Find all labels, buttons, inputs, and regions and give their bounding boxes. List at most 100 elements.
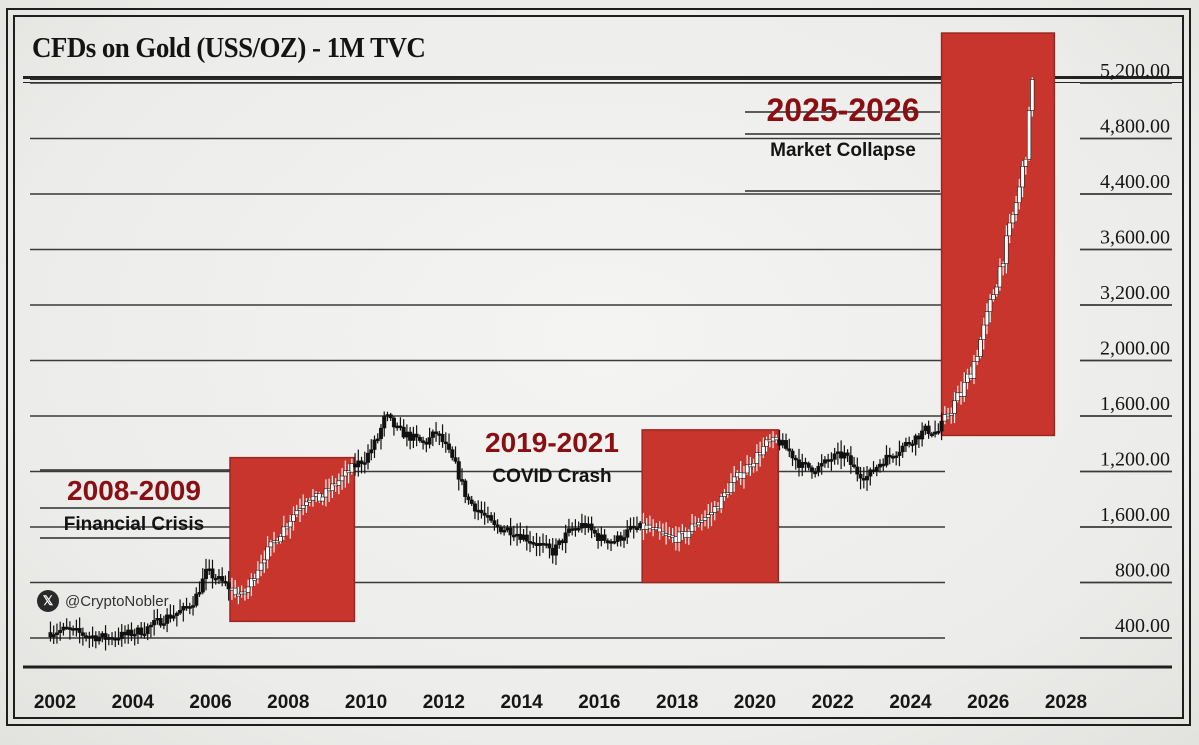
x-tick-label: 2004: [112, 692, 155, 713]
candle-body: [450, 449, 455, 458]
candle-body: [774, 437, 779, 441]
candle-body: [813, 471, 818, 475]
candle-body: [323, 488, 328, 498]
candle-body: [832, 453, 837, 460]
x-axis: 2002 2004 2006 2008 2010 2012 2014 2016 2018 2020…: [23, 665, 1172, 713]
candle-body: [119, 631, 124, 640]
y-tick-label: 1,600.00: [1100, 504, 1170, 526]
candle-body: [712, 506, 717, 513]
x-tick-label: 2014: [500, 692, 543, 713]
candle-body: [689, 523, 695, 532]
candle-body: [291, 514, 296, 522]
candle-body: [265, 546, 270, 561]
candle-body: [709, 512, 714, 515]
candle-body: [492, 520, 497, 525]
candle-body: [459, 479, 464, 482]
candle-body: [145, 626, 150, 635]
candle-body: [443, 441, 448, 445]
candle-body: [800, 461, 805, 468]
candle-body: [51, 634, 56, 638]
candle-body: [926, 425, 931, 435]
candle-body: [388, 414, 393, 419]
candle-body: [920, 430, 925, 440]
candle-body: [1023, 158, 1028, 167]
y-tick-label: 2,000.00: [1100, 338, 1170, 360]
y-tick-label: 3,600.00: [1100, 227, 1170, 249]
candle-body: [657, 527, 662, 533]
candle-body: [719, 496, 724, 510]
candle-body: [622, 537, 627, 541]
candle-body: [764, 439, 769, 447]
x-logo-icon: 𝕏: [37, 590, 59, 612]
candle-body: [686, 531, 691, 538]
candle-body: [349, 463, 354, 473]
candle-body: [706, 514, 711, 518]
candle-body: [1026, 110, 1032, 160]
candle-body: [1004, 235, 1009, 264]
candle-body: [132, 633, 137, 637]
candle-body: [1010, 213, 1015, 224]
candle-body: [793, 457, 798, 461]
candle-body: [372, 439, 377, 450]
candle-body: [589, 523, 594, 531]
candle-body: [258, 562, 264, 571]
y-tick-label: 1,200.00: [1100, 449, 1170, 471]
x-tick-label: 2026: [967, 692, 1009, 713]
candle-body: [307, 499, 312, 503]
chart-title: CFDs on Gold (USS/OZ) - 1M TVC: [32, 32, 426, 64]
candle-body: [469, 499, 474, 504]
candle-body: [887, 454, 892, 458]
grid-lines: [30, 78, 945, 639]
candle-body: [754, 452, 759, 464]
candle-body: [955, 392, 960, 402]
x-tick-label: 2018: [656, 692, 698, 713]
x-tick-label: 2024: [889, 692, 932, 713]
candle-body: [647, 524, 653, 530]
candle-body: [103, 633, 108, 640]
outer-frame: [6, 8, 1191, 726]
candle-body: [997, 266, 1002, 288]
watermark[interactable]: 𝕏 @CryptoNobler: [37, 590, 169, 612]
candle-body: [858, 473, 863, 479]
candle-body: [262, 559, 267, 564]
title-rule: [23, 76, 1183, 79]
candle-body: [939, 420, 944, 432]
candle-body: [204, 568, 209, 579]
candle-body: [142, 633, 147, 637]
candle-body: [745, 464, 750, 474]
candle-body: [751, 462, 756, 468]
annotations: 2008-2009 Financial Crisis 2019-2021 COVID …: [40, 92, 940, 539]
candle-body: [479, 509, 484, 514]
candle-body: [741, 472, 747, 479]
candle-body: [330, 483, 335, 491]
candle-body: [97, 636, 102, 642]
candle-body: [845, 452, 850, 456]
candle-body: [949, 412, 954, 416]
candle-body: [375, 438, 380, 442]
candle-body: [829, 459, 834, 462]
candle-body: [116, 638, 121, 641]
candle-body: [612, 541, 617, 544]
candle-body: [907, 442, 912, 445]
candle-body: [252, 578, 257, 581]
candle-body: [1007, 222, 1012, 237]
annotation-label: Financial Crisis: [64, 514, 204, 535]
candle-body: [304, 501, 309, 506]
y-tick-label: 4,400.00: [1100, 171, 1170, 193]
candle-body: [524, 534, 529, 542]
candle-body: [962, 382, 967, 397]
candle-body: [54, 632, 59, 635]
candle-body: [625, 529, 630, 538]
y-tick-label: 800.00: [1115, 560, 1170, 582]
candle-body: [855, 466, 860, 475]
candle-body: [466, 496, 471, 501]
annotation-period: 2025-2026: [766, 92, 919, 128]
candle-body: [553, 544, 558, 556]
candle-body: [336, 480, 341, 486]
candle-body: [725, 492, 730, 495]
candle-body: [161, 623, 166, 626]
candle-body: [784, 440, 789, 449]
annotation-label: Market Collapse: [770, 140, 916, 161]
candle-body: [242, 591, 247, 595]
y-tick-label: 4,800.00: [1100, 116, 1170, 138]
